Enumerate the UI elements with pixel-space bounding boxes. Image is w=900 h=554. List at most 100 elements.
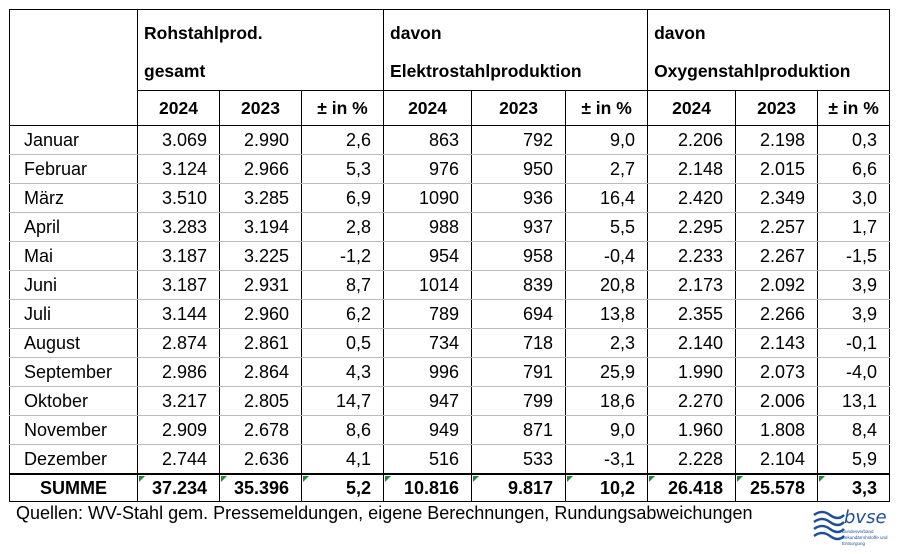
sum-row: SUMME 37.234 35.396 5,2 10.816 9.817 10,… bbox=[9, 473, 891, 502]
table-cell: 2,3 bbox=[565, 328, 649, 358]
year-header: 2023 bbox=[471, 90, 567, 126]
table-cell: 2.228 bbox=[647, 444, 737, 475]
table-cell: 694 bbox=[471, 299, 567, 329]
table-cell: 936 bbox=[471, 183, 567, 213]
table-cell: 0,3 bbox=[817, 125, 891, 155]
corner-cell bbox=[9, 9, 138, 126]
table-row: Juli 3.144 2.960 6,2 789 694 13,8 2.355 2.266 3,9 bbox=[9, 299, 891, 329]
table-cell: 13,8 bbox=[565, 299, 649, 329]
table-cell: 2.270 bbox=[647, 386, 737, 416]
table-cell: 8,7 bbox=[300, 270, 385, 300]
change-header: ± in % bbox=[565, 90, 649, 126]
year-header: 2023 bbox=[735, 90, 819, 126]
table-cell: 863 bbox=[383, 125, 473, 155]
month-label: Dezember bbox=[9, 444, 138, 475]
table-cell: 3.510 bbox=[137, 183, 220, 213]
sum-cell: 9.817 bbox=[471, 473, 567, 502]
table-cell: 3.124 bbox=[137, 154, 220, 184]
sum-cell: 35.396 bbox=[219, 473, 302, 502]
table-cell: 2.864 bbox=[219, 357, 302, 387]
table-cell: 2.636 bbox=[219, 444, 302, 475]
table-cell: 2,8 bbox=[300, 212, 385, 242]
table-cell: 2.233 bbox=[647, 241, 737, 271]
table-cell: 2,6 bbox=[300, 125, 385, 155]
logo-subtitle: Bundesverband Sekundärrohstoffe und Ents… bbox=[842, 529, 888, 546]
table-cell: 2.909 bbox=[137, 415, 220, 445]
sum-cell: 37.234 bbox=[137, 473, 220, 502]
sum-value: 10,2 bbox=[600, 477, 636, 498]
month-label: Januar bbox=[9, 125, 138, 155]
table-cell: 6,9 bbox=[300, 183, 385, 213]
table-cell: 5,5 bbox=[565, 212, 649, 242]
year-header: 2024 bbox=[647, 90, 737, 126]
table-row: Oktober 3.217 2.805 14,7 947 799 18,6 2.270 2.00… bbox=[9, 386, 891, 416]
steel-production-table: Rohstahlprod. gesamt davon Elektrostahlp… bbox=[9, 9, 891, 502]
month-label: März bbox=[9, 183, 138, 213]
month-label: Juni bbox=[9, 270, 138, 300]
table-cell: 958 bbox=[471, 241, 567, 271]
table-cell: 734 bbox=[383, 328, 473, 358]
table-cell: 3.187 bbox=[137, 270, 220, 300]
group-header-line: gesamt bbox=[144, 61, 206, 81]
table-row: August 2.874 2.861 0,5 734 718 2,3 2.140 2.143 -0… bbox=[9, 328, 891, 358]
table-cell: 2.966 bbox=[219, 154, 302, 184]
sum-value: 37.234 bbox=[151, 477, 207, 498]
table-cell: 3.187 bbox=[137, 241, 220, 271]
table-cell: 996 bbox=[383, 357, 473, 387]
sum-cell: 26.418 bbox=[647, 473, 737, 502]
sum-label: SUMME bbox=[9, 473, 138, 502]
note-marker bbox=[473, 476, 480, 482]
month-label: Juli bbox=[9, 299, 138, 329]
table-cell: -4,0 bbox=[817, 357, 891, 387]
table-cell: 2.173 bbox=[647, 270, 737, 300]
month-label: September bbox=[9, 357, 138, 387]
table-cell: 2.206 bbox=[647, 125, 737, 155]
table-cell: 2.986 bbox=[137, 357, 220, 387]
table-cell: 8,4 bbox=[817, 415, 891, 445]
table-cell: 2.990 bbox=[219, 125, 302, 155]
table-cell: 3.283 bbox=[137, 212, 220, 242]
table-cell: 950 bbox=[471, 154, 567, 184]
table-cell: 2.104 bbox=[735, 444, 819, 475]
table-cell: 3,0 bbox=[817, 183, 891, 213]
note-marker bbox=[819, 476, 826, 482]
table-cell: 2.931 bbox=[219, 270, 302, 300]
table-cell: 1014 bbox=[383, 270, 473, 300]
table-cell: 5,3 bbox=[300, 154, 385, 184]
month-label: November bbox=[9, 415, 138, 445]
table-cell: 3,9 bbox=[817, 270, 891, 300]
table-cell: -1,5 bbox=[817, 241, 891, 271]
table-cell: 8,6 bbox=[300, 415, 385, 445]
table-cell: 2.678 bbox=[219, 415, 302, 445]
note-marker bbox=[567, 476, 574, 482]
table-cell: 947 bbox=[383, 386, 473, 416]
table-cell: 3.069 bbox=[137, 125, 220, 155]
group-header-line: davon bbox=[654, 23, 706, 43]
table-cell: 3.144 bbox=[137, 299, 220, 329]
table-cell: 3.194 bbox=[219, 212, 302, 242]
table-row: Dezember 2.744 2.636 4,1 516 533 -3,1 2.228 2.10… bbox=[9, 444, 891, 475]
table-cell: 3.285 bbox=[219, 183, 302, 213]
table-cell: 4,1 bbox=[300, 444, 385, 475]
table-cell: 1,7 bbox=[817, 212, 891, 242]
table-cell: 0,5 bbox=[300, 328, 385, 358]
table-cell: 2.744 bbox=[137, 444, 220, 475]
table-cell: 791 bbox=[471, 357, 567, 387]
group-header-line: Elektrostahlproduktion bbox=[390, 61, 582, 81]
table-cell: 2.006 bbox=[735, 386, 819, 416]
note-marker bbox=[737, 476, 744, 482]
table-cell: 2.349 bbox=[735, 183, 819, 213]
table-cell: -0,1 bbox=[817, 328, 891, 358]
table-cell: 2.805 bbox=[219, 386, 302, 416]
month-label: April bbox=[9, 212, 138, 242]
year-header: 2024 bbox=[383, 90, 473, 126]
table-row: März 3.510 3.285 6,9 1090 936 16,4 2.420 2.349 3,… bbox=[9, 183, 891, 213]
table-cell: -0,4 bbox=[565, 241, 649, 271]
sum-cell: 25.578 bbox=[735, 473, 819, 502]
table-cell: 2.267 bbox=[735, 241, 819, 271]
table-cell: 937 bbox=[471, 212, 567, 242]
table-cell: 1.808 bbox=[735, 415, 819, 445]
table-cell: 871 bbox=[471, 415, 567, 445]
table-body: Januar 3.069 2.990 2,6 863 792 9,0 2.206 2.198 0,… bbox=[9, 125, 891, 475]
table-cell: 5,9 bbox=[817, 444, 891, 475]
